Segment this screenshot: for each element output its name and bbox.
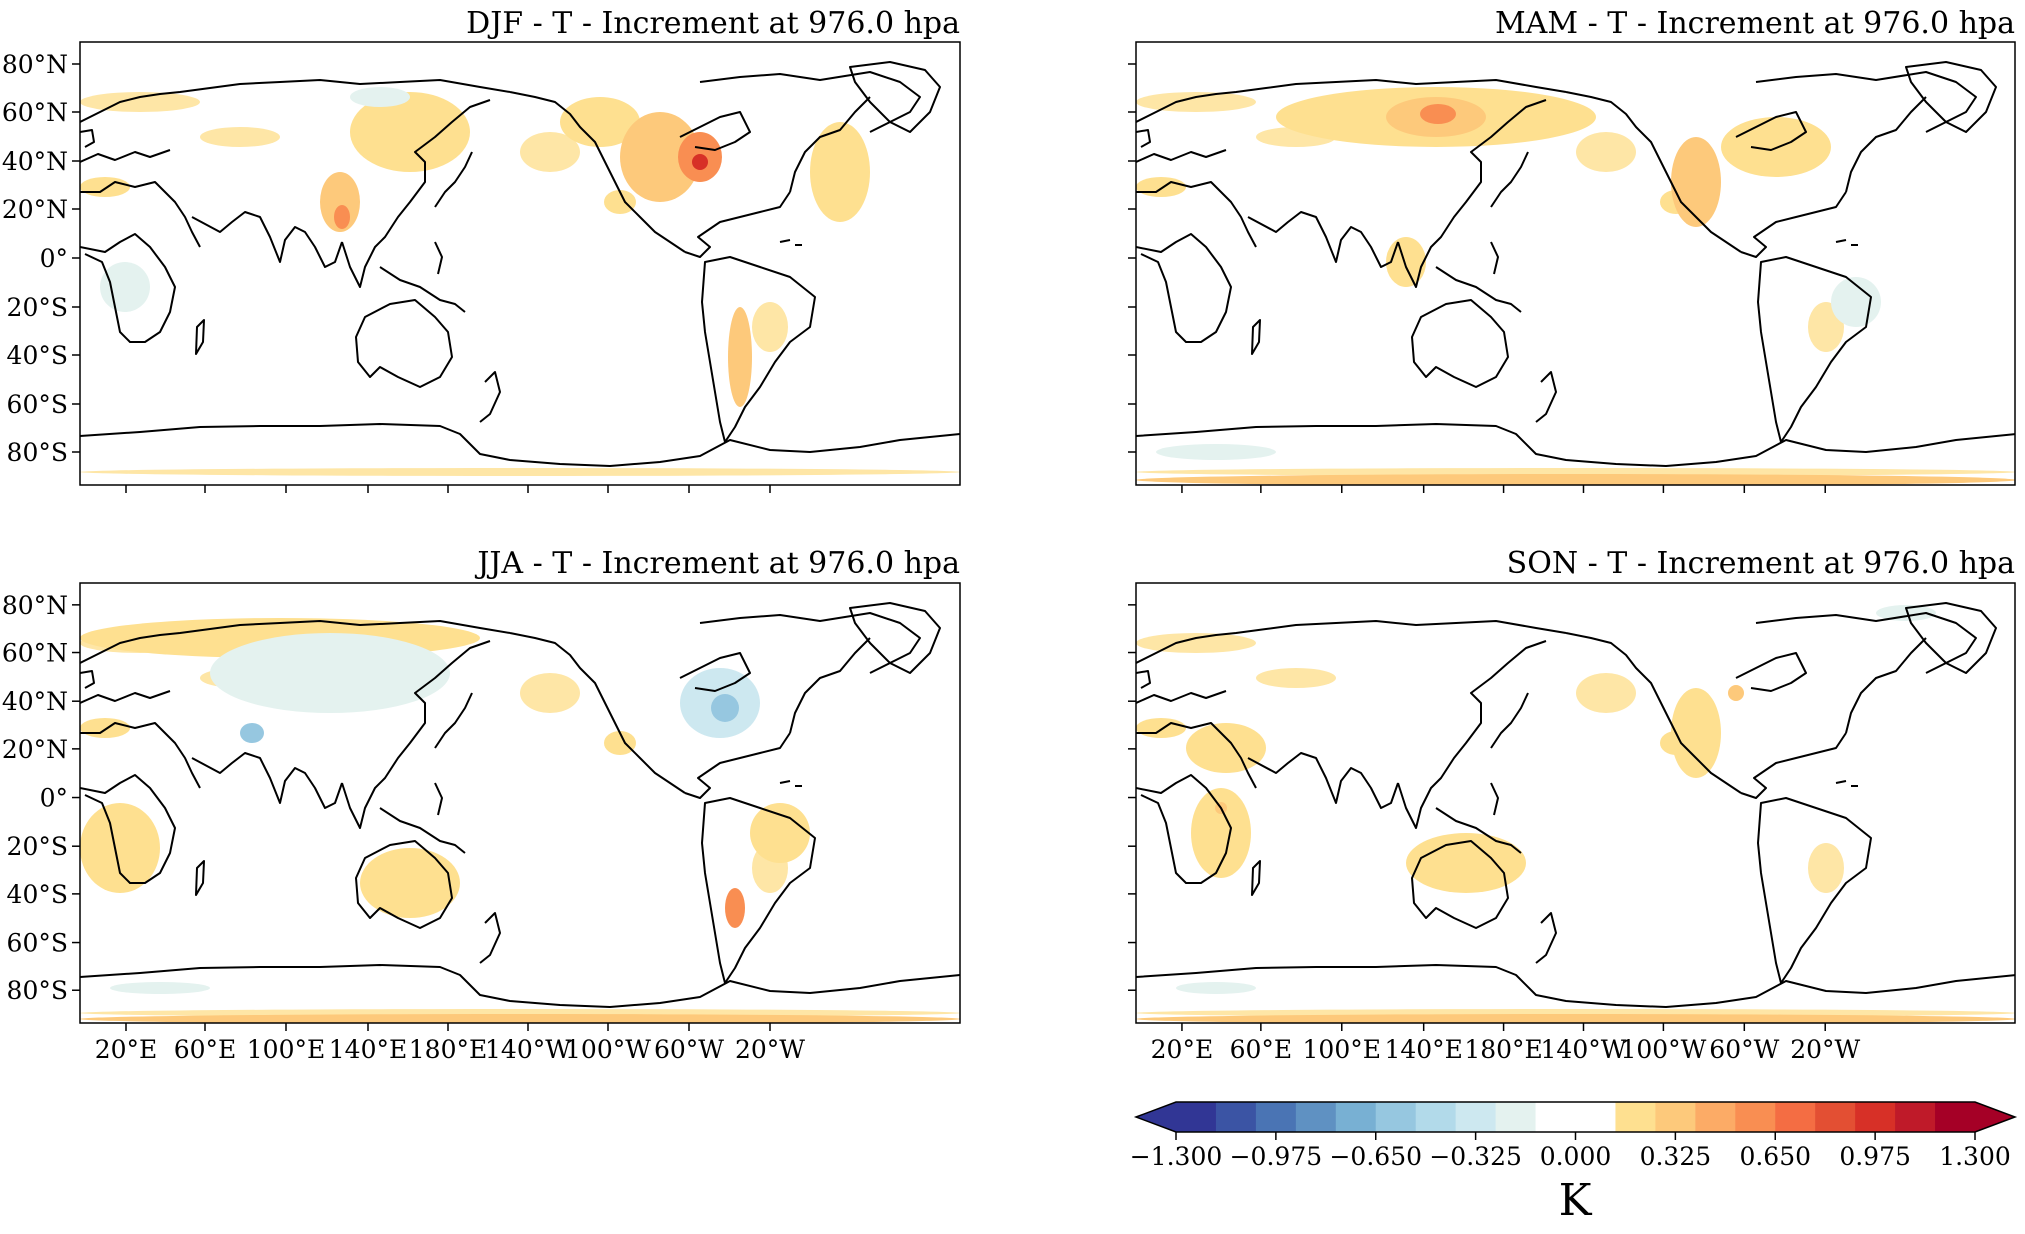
colorbar-segment <box>1695 1102 1736 1132</box>
colorbar: −1.300 −0.975 −0.650 −0.325 0.000 0.325 0.650 0… <box>1130 1101 2018 1226</box>
colorbar-segment <box>1535 1102 1576 1132</box>
panel-djf: DJF - T - Increment at 976.0 hpa <box>79 6 961 486</box>
colorbar-segment <box>1375 1102 1417 1132</box>
colorbar-segments <box>1176 1102 1976 1132</box>
panel-title-djf: DJF - T - Increment at 976.0 hpa <box>466 6 960 41</box>
lat-tick-label: 20°N <box>2 195 68 224</box>
lat-tick-label: 80°S <box>7 976 68 1005</box>
colorbar-segment <box>1895 1102 1936 1132</box>
lat-tick-label: 20°S <box>7 293 68 322</box>
lon-tick-label: 20°W <box>1790 1035 1860 1064</box>
lat-tick-label: 20°S <box>7 832 68 861</box>
panel-son: SON - T - Increment at 976.0 hpa <box>1135 546 2016 1024</box>
lat-tick-label: 40°S <box>7 341 68 370</box>
lon-tick-label: 100°E <box>1303 1035 1381 1064</box>
lon-tick-label: 180°E <box>409 1035 487 1064</box>
colorbar-tick-label: −0.325 <box>1429 1142 1522 1171</box>
panel-title-jja: JJA - T - Increment at 976.0 hpa <box>474 546 960 581</box>
lon-tick-label: 60°E <box>174 1035 237 1064</box>
colorbar-segment <box>1615 1102 1656 1132</box>
lat-tick-label: 40°N <box>2 147 68 176</box>
colorbar-tick-label: 0.000 <box>1540 1142 1612 1171</box>
colorbar-segment <box>1295 1102 1337 1132</box>
panel-mam: MAM - T - Increment at 976.0 hpa <box>1135 6 2016 486</box>
lon-tick-label: 60°E <box>1230 1035 1293 1064</box>
lat-tick-label: 40°S <box>7 880 68 909</box>
colorbar-segment <box>1255 1102 1297 1132</box>
lat-tick-label: 0° <box>40 784 68 813</box>
panel-jja: JJA - T - Increment at 976.0 hpa <box>79 546 961 1024</box>
colorbar-tick-label: −0.650 <box>1329 1142 1422 1171</box>
lat-tick-label: 60°N <box>2 98 68 127</box>
lon-tick-label: 140°E <box>1384 1035 1462 1064</box>
colorbar-segment <box>1935 1102 1976 1132</box>
colorbar-segment <box>1775 1102 1816 1132</box>
colorbar-segment <box>1735 1102 1776 1132</box>
colorbar-segment <box>1215 1102 1257 1132</box>
colorbar-segment <box>1575 1102 1616 1132</box>
colorbar-tick-label: 0.325 <box>1640 1142 1712 1171</box>
colorbar-segment <box>1335 1102 1377 1132</box>
lon-tick-label: 140°W <box>485 1035 571 1064</box>
colorbar-tick-label: 0.975 <box>1839 1142 1911 1171</box>
lat-tick-label: 60°S <box>7 390 68 419</box>
colorbar-segment <box>1176 1102 1217 1132</box>
panel-title-son: SON - T - Increment at 976.0 hpa <box>1507 546 2015 581</box>
lat-tick-label: 80°S <box>7 438 68 467</box>
colorbar-right-arrow <box>1975 1102 2015 1132</box>
colorbar-tick-label: 1.300 <box>1939 1142 2011 1171</box>
colorbar-ticks: −1.300 −0.975 −0.650 −0.325 0.000 0.325 0.650 0… <box>1130 1132 2011 1171</box>
colorbar-tick-label: −0.975 <box>1230 1142 1323 1171</box>
lon-tick-label: 140°W <box>1541 1035 1627 1064</box>
colorbar-unit-label: K <box>1559 1175 1593 1226</box>
lon-tick-label: 100°W <box>565 1035 651 1064</box>
colorbar-segment <box>1815 1102 1856 1132</box>
colorbar-tick-label: −1.300 <box>1130 1142 1223 1171</box>
colorbar-segment <box>1455 1102 1497 1132</box>
lon-tick-label: 60°W <box>654 1035 724 1064</box>
lat-tick-label: 20°N <box>2 735 68 764</box>
lon-tick-label: 140°E <box>329 1035 407 1064</box>
lon-tick-label: 60°W <box>1709 1035 1779 1064</box>
lon-tick-label: 100°W <box>1620 1035 1706 1064</box>
lat-tick-label: 0° <box>40 244 68 273</box>
lat-tick-label: 80°N <box>2 50 68 79</box>
panel-title-mam: MAM - T - Increment at 976.0 hpa <box>1495 6 2015 41</box>
lon-tick-label: 20°E <box>1151 1035 1214 1064</box>
colorbar-segment <box>1495 1102 1537 1132</box>
colorbar-left-arrow <box>1136 1102 1176 1132</box>
colorbar-segment <box>1855 1102 1896 1132</box>
lon-tick-label: 20°W <box>735 1035 805 1064</box>
lat-tick-label: 60°S <box>7 929 68 958</box>
lon-tick-label: 180°E <box>1464 1035 1542 1064</box>
lat-tick-label: 40°N <box>2 687 68 716</box>
lon-tick-label: 100°E <box>247 1035 325 1064</box>
lat-tick-label: 60°N <box>2 639 68 668</box>
lon-tick-label: 20°E <box>95 1035 158 1064</box>
colorbar-segment <box>1415 1102 1457 1132</box>
lat-tick-label: 80°N <box>2 591 68 620</box>
colorbar-tick-label: 0.650 <box>1739 1142 1811 1171</box>
axes-layer: 80°N 60°N 40°N 20°N 0° 20°S 40°S 60°S 80°S 80°N 60… <box>2 50 1861 1064</box>
colorbar-segment <box>1655 1102 1696 1132</box>
